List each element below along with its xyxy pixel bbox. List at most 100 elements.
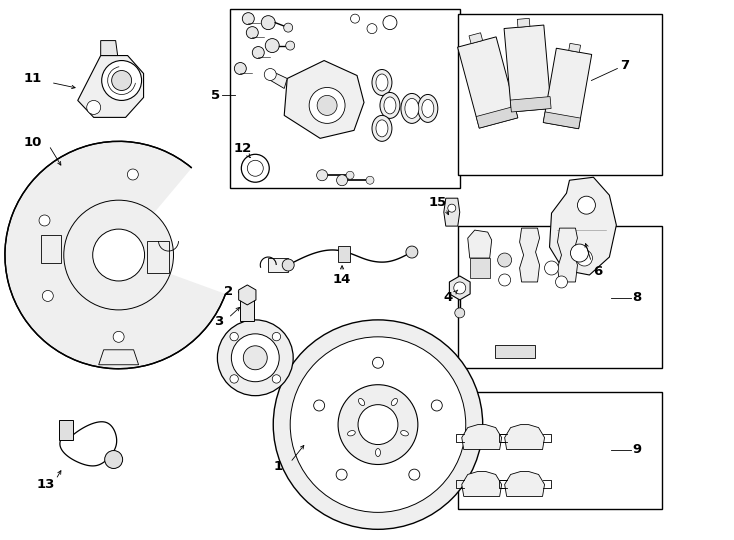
Polygon shape bbox=[284, 60, 364, 138]
Bar bbox=[147, 241, 169, 273]
Ellipse shape bbox=[358, 399, 365, 406]
Circle shape bbox=[367, 24, 377, 33]
Circle shape bbox=[230, 333, 239, 341]
Circle shape bbox=[105, 450, 123, 469]
Text: 3: 3 bbox=[214, 315, 223, 328]
Text: 15: 15 bbox=[429, 195, 447, 208]
Polygon shape bbox=[462, 471, 501, 496]
Ellipse shape bbox=[401, 430, 408, 436]
Polygon shape bbox=[495, 345, 534, 358]
Circle shape bbox=[230, 375, 239, 383]
Text: 11: 11 bbox=[23, 72, 42, 85]
Polygon shape bbox=[550, 177, 617, 275]
Circle shape bbox=[87, 100, 101, 114]
Circle shape bbox=[313, 400, 324, 411]
Bar bbox=[458, 14, 662, 176]
Circle shape bbox=[338, 384, 418, 464]
Polygon shape bbox=[468, 230, 492, 258]
Circle shape bbox=[346, 171, 354, 179]
Polygon shape bbox=[267, 71, 287, 89]
Circle shape bbox=[273, 320, 483, 529]
Polygon shape bbox=[449, 276, 470, 300]
Polygon shape bbox=[268, 258, 288, 272]
Text: 8: 8 bbox=[633, 292, 642, 305]
Circle shape bbox=[243, 346, 267, 370]
Circle shape bbox=[351, 14, 360, 23]
Circle shape bbox=[272, 375, 280, 383]
Ellipse shape bbox=[405, 98, 419, 118]
Circle shape bbox=[372, 357, 383, 368]
Circle shape bbox=[578, 196, 595, 214]
Circle shape bbox=[337, 175, 348, 186]
Circle shape bbox=[284, 23, 293, 32]
Text: 2: 2 bbox=[224, 286, 233, 299]
Circle shape bbox=[272, 333, 280, 341]
Circle shape bbox=[234, 63, 247, 75]
Bar bbox=[230, 9, 459, 188]
Text: 13: 13 bbox=[37, 478, 55, 491]
Circle shape bbox=[498, 253, 512, 267]
Circle shape bbox=[317, 96, 337, 116]
Circle shape bbox=[336, 469, 347, 480]
Circle shape bbox=[498, 274, 511, 286]
Polygon shape bbox=[470, 258, 490, 278]
Circle shape bbox=[290, 337, 466, 512]
Circle shape bbox=[448, 204, 456, 212]
Circle shape bbox=[113, 332, 124, 342]
Circle shape bbox=[247, 160, 264, 176]
Circle shape bbox=[406, 246, 418, 258]
Text: 10: 10 bbox=[23, 136, 42, 149]
Polygon shape bbox=[457, 37, 517, 128]
Circle shape bbox=[261, 16, 275, 30]
Ellipse shape bbox=[391, 399, 398, 406]
Polygon shape bbox=[476, 106, 517, 128]
Polygon shape bbox=[98, 350, 139, 364]
Polygon shape bbox=[444, 198, 459, 226]
Circle shape bbox=[252, 46, 264, 58]
Ellipse shape bbox=[376, 120, 388, 137]
Circle shape bbox=[102, 60, 142, 100]
Polygon shape bbox=[101, 40, 117, 56]
Bar bbox=[458, 392, 662, 509]
Polygon shape bbox=[78, 56, 144, 117]
Polygon shape bbox=[505, 424, 545, 449]
Circle shape bbox=[231, 334, 279, 382]
Polygon shape bbox=[543, 112, 581, 129]
Circle shape bbox=[128, 169, 138, 180]
Circle shape bbox=[358, 404, 398, 444]
Polygon shape bbox=[517, 18, 530, 28]
Circle shape bbox=[242, 12, 254, 25]
Circle shape bbox=[282, 259, 294, 271]
Circle shape bbox=[264, 69, 276, 80]
Polygon shape bbox=[240, 298, 254, 321]
Polygon shape bbox=[543, 48, 592, 129]
Ellipse shape bbox=[418, 94, 437, 123]
Circle shape bbox=[454, 282, 466, 294]
Circle shape bbox=[241, 154, 269, 182]
Circle shape bbox=[309, 87, 345, 123]
Bar bbox=[41, 235, 61, 263]
Circle shape bbox=[570, 244, 589, 262]
Polygon shape bbox=[510, 97, 551, 112]
Ellipse shape bbox=[376, 74, 388, 91]
Ellipse shape bbox=[347, 430, 355, 436]
Polygon shape bbox=[239, 285, 256, 305]
Circle shape bbox=[556, 276, 567, 288]
Polygon shape bbox=[569, 43, 581, 52]
Text: 7: 7 bbox=[619, 59, 629, 72]
Circle shape bbox=[316, 170, 327, 181]
Bar bbox=[59, 420, 73, 440]
Text: 4: 4 bbox=[443, 292, 452, 305]
Text: 14: 14 bbox=[333, 273, 352, 287]
Circle shape bbox=[545, 261, 559, 275]
Circle shape bbox=[265, 38, 279, 52]
Circle shape bbox=[217, 320, 293, 396]
Text: 9: 9 bbox=[633, 443, 642, 456]
Ellipse shape bbox=[380, 92, 400, 118]
Circle shape bbox=[43, 291, 54, 301]
Circle shape bbox=[286, 41, 294, 50]
Polygon shape bbox=[558, 228, 578, 282]
Bar bbox=[338, 246, 350, 262]
Circle shape bbox=[64, 200, 173, 310]
Ellipse shape bbox=[372, 70, 392, 96]
